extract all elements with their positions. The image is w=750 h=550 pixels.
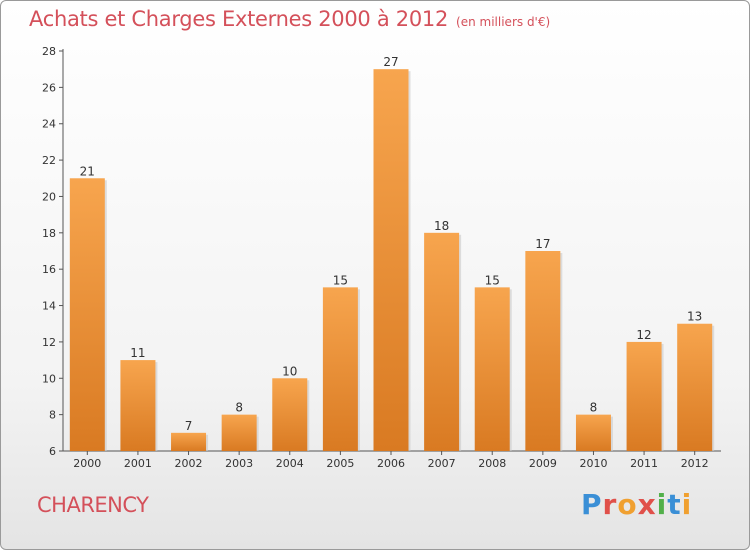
y-tick-label: 8 bbox=[49, 409, 56, 422]
x-tick-label: 2007 bbox=[428, 457, 456, 470]
data-label: 10 bbox=[282, 364, 297, 378]
x-tick-label: 2009 bbox=[529, 457, 557, 470]
bar bbox=[272, 378, 308, 451]
x-tick-label: 2010 bbox=[579, 457, 607, 470]
x-tick-label: 2012 bbox=[681, 457, 709, 470]
y-tick-label: 14 bbox=[42, 300, 56, 313]
bar bbox=[322, 287, 358, 451]
x-tick-label: 2005 bbox=[326, 457, 354, 470]
data-label: 27 bbox=[383, 55, 398, 69]
chart-title: Achats et Charges Externes 2000 à 2012 (e… bbox=[29, 7, 550, 31]
x-tick-label: 2004 bbox=[276, 457, 304, 470]
proxiti-logo: Proxiti bbox=[581, 488, 692, 521]
bar bbox=[171, 432, 207, 451]
data-label: 8 bbox=[235, 401, 243, 415]
x-tick-label: 2000 bbox=[73, 457, 101, 470]
bar bbox=[626, 341, 662, 451]
y-tick-label: 12 bbox=[42, 336, 56, 349]
data-labels: 21 11 7 8 10 15 27 18 15 17 8 12 13 bbox=[80, 55, 703, 433]
logo-letter: i bbox=[681, 488, 693, 521]
data-label: 15 bbox=[485, 273, 500, 287]
logo-letter: P bbox=[581, 488, 603, 521]
data-label: 15 bbox=[333, 273, 348, 287]
x-tick-label: 2006 bbox=[377, 457, 405, 470]
data-label: 17 bbox=[535, 237, 550, 251]
y-tick-label: 10 bbox=[42, 372, 56, 385]
y-tick-label: 26 bbox=[42, 81, 56, 94]
y-tick-label: 16 bbox=[42, 263, 56, 276]
x-tick-label: 2011 bbox=[630, 457, 658, 470]
data-label: 21 bbox=[80, 164, 95, 178]
x-tick-label: 2008 bbox=[478, 457, 506, 470]
x-tick-label: 2003 bbox=[225, 457, 253, 470]
data-label: 8 bbox=[590, 401, 598, 415]
chart-unit: (en milliers d'€) bbox=[456, 15, 551, 29]
bar bbox=[120, 360, 156, 451]
axes: 6 8 10 12 14 16 18 20 22 24 26 28 2000 2001 2002 2003 20… bbox=[42, 45, 721, 470]
x-tick-label: 2002 bbox=[175, 457, 203, 470]
bar bbox=[69, 178, 105, 452]
data-label: 7 bbox=[185, 419, 193, 433]
y-tick-label: 6 bbox=[49, 445, 56, 458]
data-label: 11 bbox=[130, 346, 145, 360]
x-tick-label: 2001 bbox=[124, 457, 152, 470]
y-tick-label: 24 bbox=[42, 118, 56, 131]
bar bbox=[221, 414, 257, 451]
bars bbox=[69, 69, 715, 452]
bar bbox=[575, 414, 611, 451]
logo-letter: r bbox=[602, 488, 618, 521]
bar bbox=[474, 287, 510, 451]
data-label: 18 bbox=[434, 219, 449, 233]
logo-letter: i bbox=[656, 488, 668, 521]
bar bbox=[373, 69, 409, 451]
bar bbox=[424, 232, 460, 451]
y-tick-label: 22 bbox=[42, 154, 56, 167]
logo-letter: x bbox=[637, 488, 657, 521]
bar bbox=[525, 251, 561, 451]
commune-name: CHARENCY bbox=[37, 493, 149, 517]
data-label: 13 bbox=[687, 310, 702, 324]
data-label: 12 bbox=[636, 328, 651, 342]
logo-letter: t bbox=[667, 488, 682, 521]
chart-title-text: Achats et Charges Externes 2000 à 2012 bbox=[29, 7, 449, 31]
y-tick-label: 20 bbox=[42, 190, 56, 203]
bar bbox=[677, 323, 713, 451]
logo-letter: o bbox=[617, 488, 638, 521]
y-tick-label: 18 bbox=[42, 227, 56, 240]
y-tick-label: 28 bbox=[42, 45, 56, 58]
